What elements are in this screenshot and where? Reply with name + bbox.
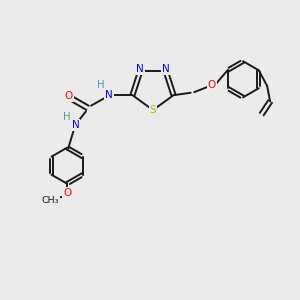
Text: O: O (63, 188, 71, 198)
Text: CH₃: CH₃ (42, 196, 59, 205)
Text: H: H (97, 80, 104, 90)
Text: O: O (208, 80, 216, 90)
Text: N: N (72, 120, 79, 130)
Text: H: H (63, 112, 70, 122)
Text: N: N (136, 64, 144, 74)
Text: N: N (162, 64, 170, 74)
Text: O: O (65, 91, 73, 101)
Text: N: N (105, 90, 113, 100)
Text: S: S (150, 105, 156, 115)
